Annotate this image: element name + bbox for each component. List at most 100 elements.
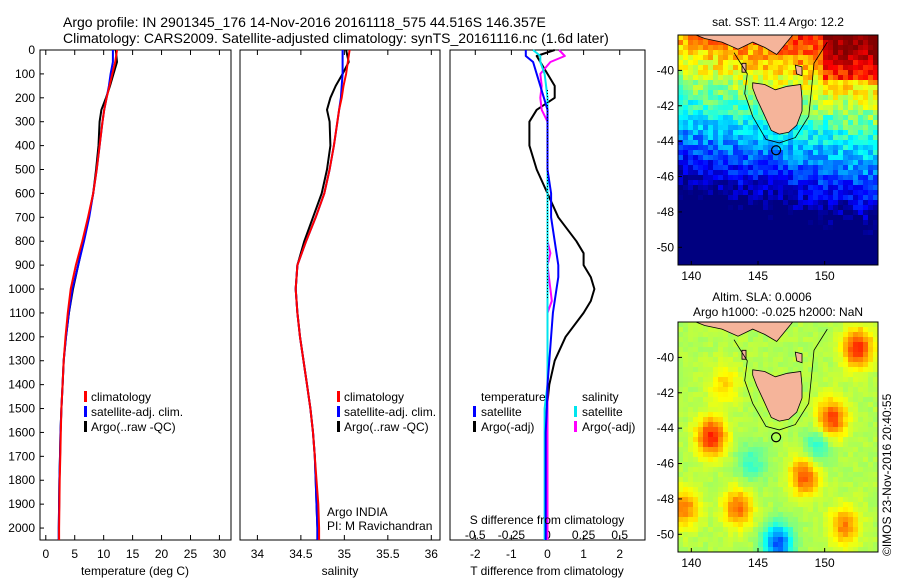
map-cell — [863, 387, 869, 393]
map-cell — [723, 522, 729, 528]
map-cell — [813, 130, 819, 136]
map-cell — [853, 452, 859, 458]
map-cell — [768, 170, 774, 176]
map-cell — [753, 392, 759, 398]
map-cell — [838, 512, 844, 518]
map-cell — [688, 65, 694, 71]
map-cell — [778, 372, 784, 378]
map-cell — [828, 387, 834, 393]
map-cell — [828, 427, 834, 433]
map-cell — [738, 75, 744, 81]
map-cell — [863, 402, 869, 408]
map-cell — [763, 160, 769, 166]
map-cell — [683, 180, 689, 186]
map-cell — [688, 352, 694, 358]
map-cell — [798, 522, 804, 528]
map-cell — [823, 517, 829, 523]
map-cell — [778, 75, 784, 81]
map-cell — [843, 40, 849, 46]
map-cell — [733, 407, 739, 413]
map-cell — [738, 457, 744, 463]
map-cell — [813, 155, 819, 161]
map-cell — [848, 210, 854, 216]
map-cell — [703, 512, 709, 518]
map-cell — [873, 457, 878, 463]
map-cell — [703, 417, 709, 423]
map-cell — [723, 135, 729, 141]
map-cell — [723, 497, 729, 503]
map-cell — [863, 160, 869, 166]
map-cell — [848, 487, 854, 493]
map-cell — [803, 477, 809, 483]
map-cell — [873, 497, 878, 503]
map-cell — [758, 527, 764, 533]
map-cell — [718, 110, 724, 116]
map-cell — [848, 245, 854, 251]
map-cell — [813, 170, 819, 176]
map-cell — [798, 220, 804, 226]
map-cell — [838, 392, 844, 398]
map-cell — [678, 432, 684, 438]
map-cell — [718, 70, 724, 76]
map-cell — [798, 135, 804, 141]
map-cell — [768, 145, 774, 151]
map-cell — [688, 322, 694, 328]
map-cell — [798, 477, 804, 483]
map-cell — [743, 387, 749, 393]
map-cell — [678, 235, 684, 241]
map-cell — [713, 55, 719, 61]
temperature-x-axis: 0 5 10 15 20 25 30 — [42, 50, 226, 561]
map-cell — [718, 522, 724, 528]
map-cell — [823, 537, 829, 543]
lat-tick-label: -40 — [657, 63, 675, 77]
map-cell — [678, 362, 684, 368]
map-cell — [773, 457, 779, 463]
map-cell — [688, 447, 694, 453]
map-cell — [713, 357, 719, 363]
map-cell — [803, 230, 809, 236]
map-cell — [683, 537, 689, 543]
map-cell — [718, 40, 724, 46]
map-cell — [848, 225, 854, 231]
map-cell — [833, 90, 839, 96]
map-cell — [868, 130, 874, 136]
map-cell — [858, 367, 864, 373]
map-cell — [733, 522, 739, 528]
map-cell — [698, 397, 704, 403]
series-line-climatology — [294, 49, 351, 540]
map-cell — [768, 522, 774, 528]
map-cell — [693, 235, 699, 241]
map-cell — [748, 70, 754, 76]
map-cell — [863, 80, 869, 86]
map-cell — [738, 140, 744, 146]
map-cell — [848, 35, 854, 41]
map-cell — [683, 547, 689, 552]
map-cell — [803, 110, 809, 116]
map-cell — [718, 90, 724, 96]
map-cell — [813, 250, 819, 256]
map-cell — [838, 235, 844, 241]
map-cell — [703, 542, 709, 548]
map-cell — [833, 260, 839, 265]
map-cell — [723, 175, 729, 181]
map-cell — [718, 180, 724, 186]
map-cell — [688, 140, 694, 146]
map-cell — [868, 240, 874, 246]
map-cell — [793, 130, 799, 136]
map-cell — [813, 180, 819, 186]
map-cell — [853, 412, 859, 418]
legend-swatch-s-satellite — [574, 406, 577, 417]
map-cell — [768, 462, 774, 468]
map-cell — [783, 497, 789, 503]
map-cell — [803, 452, 809, 458]
map-cell — [803, 55, 809, 61]
map-cell — [768, 205, 774, 211]
map-cell — [843, 115, 849, 121]
x-tick-label: 30 — [213, 547, 227, 561]
map-cell — [858, 235, 864, 241]
map-cell — [838, 372, 844, 378]
map-cell — [813, 332, 819, 338]
map-cell — [838, 532, 844, 538]
map-cell — [853, 522, 859, 528]
map-cell — [733, 532, 739, 538]
